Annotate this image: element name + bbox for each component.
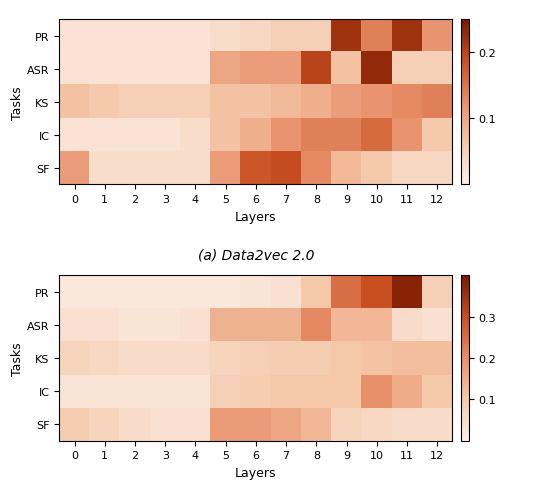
- Y-axis label: Tasks: Tasks: [11, 86, 24, 119]
- X-axis label: Layers: Layers: [235, 466, 276, 479]
- X-axis label: Layers: Layers: [235, 210, 276, 223]
- Text: (a) Data2vec 2.0: (a) Data2vec 2.0: [198, 248, 314, 262]
- Y-axis label: Tasks: Tasks: [11, 342, 24, 375]
